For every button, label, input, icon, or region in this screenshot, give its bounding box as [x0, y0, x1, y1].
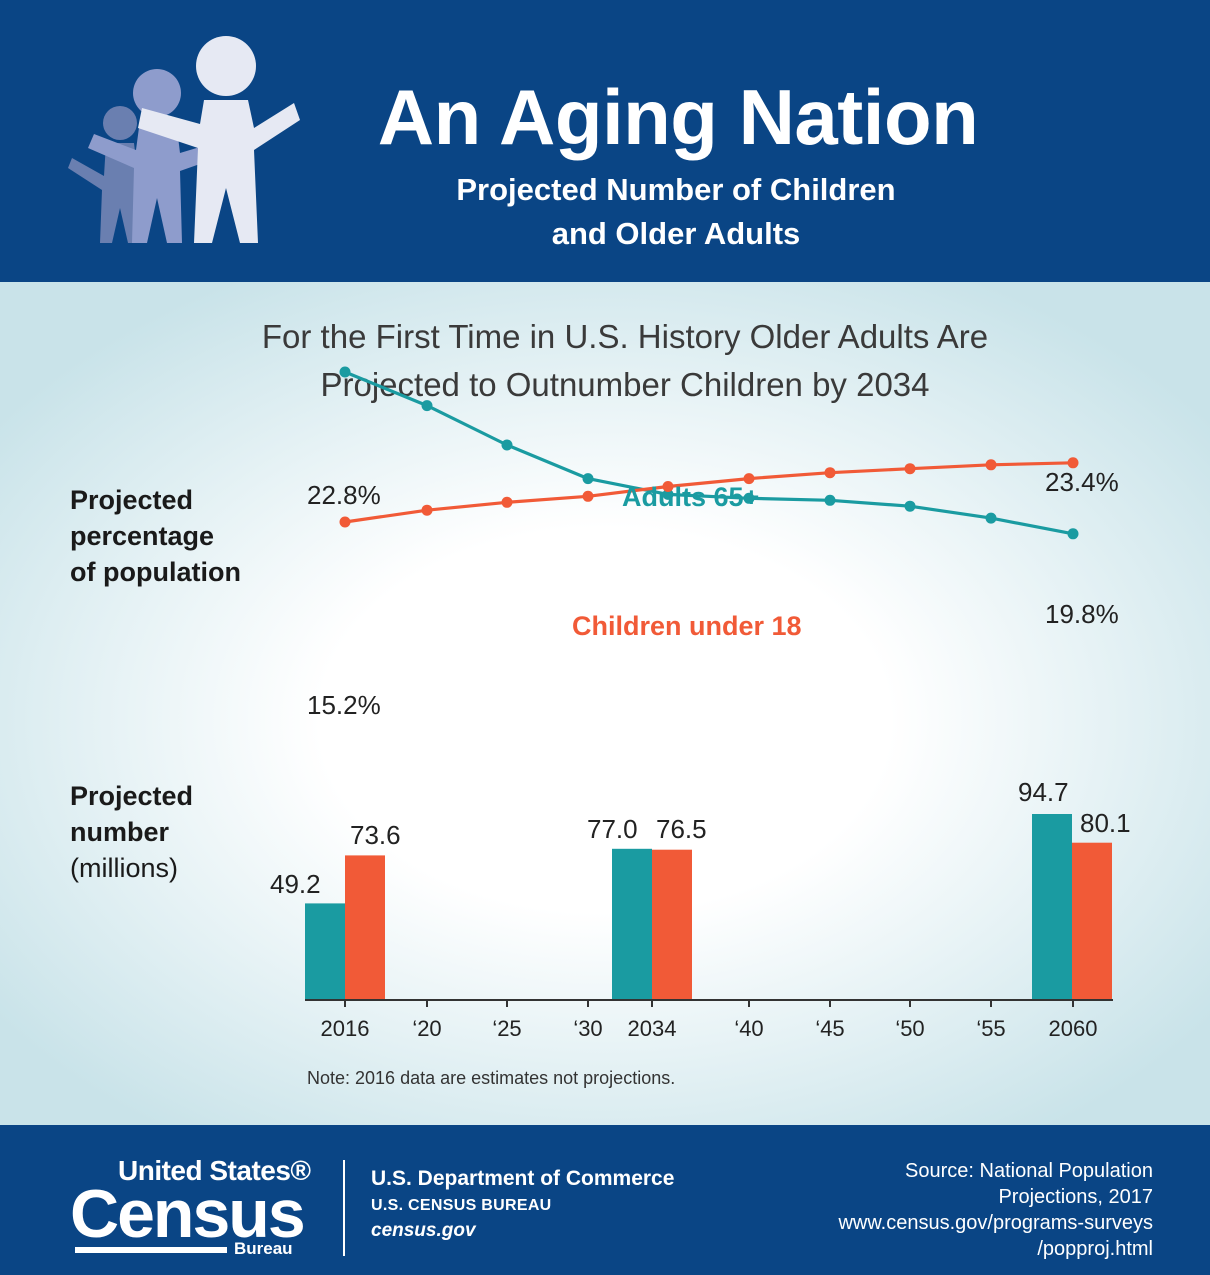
adults-bar — [305, 903, 345, 1000]
department-name: U.S. Department of Commerce — [371, 1167, 675, 1190]
person-figure-middle — [88, 69, 234, 243]
headline: For the First Time in U.S. History Older… — [80, 313, 1170, 409]
adults-bar — [1032, 814, 1072, 1000]
x-tick-label: ‘25 — [492, 1016, 521, 1041]
x-tick-label: ‘45 — [815, 1016, 844, 1041]
children-point — [501, 496, 513, 508]
x-tick-label: 2016 — [321, 1016, 370, 1041]
x-tick-label: ‘20 — [412, 1016, 441, 1041]
x-tick-label: ‘30 — [573, 1016, 602, 1041]
percentage-axis-title: Projected percentage of population — [70, 482, 241, 590]
x-tick-label: 2060 — [1049, 1016, 1098, 1041]
adults-point — [1067, 528, 1079, 540]
headline-line: For the First Time in U.S. History Older… — [261, 318, 989, 355]
adults-line — [344, 370, 1074, 536]
adults-bar — [612, 848, 652, 1000]
adults-point — [339, 366, 351, 378]
children-series-label: Children under 18 — [572, 611, 802, 641]
source-link[interactable]: www.census.gov/programs-surveys — [838, 1212, 1153, 1234]
census-logo-top: United States® — [118, 1155, 311, 1186]
children-bar — [1072, 842, 1112, 1000]
person-figure-front — [138, 36, 300, 243]
children-bar — [345, 855, 385, 1000]
source-line: Source: National Population — [905, 1160, 1153, 1182]
main-title: An Aging Nation — [377, 73, 979, 161]
x-tick-label: ‘40 — [734, 1016, 763, 1041]
children-point — [743, 473, 755, 485]
census-logo-bottom: Bureau — [234, 1239, 293, 1258]
x-tick-label: ‘50 — [895, 1016, 924, 1041]
source-citation: Source: National Population Projections,… — [733, 1158, 1153, 1262]
source-link[interactable]: /popproj.html — [1037, 1238, 1153, 1260]
axis-title-line: of population — [70, 557, 241, 587]
subtitle-line: and Older Adults — [551, 216, 801, 251]
axis-title-line: Projected — [70, 485, 194, 515]
adults-point — [501, 439, 513, 451]
bureau-name: U.S. CENSUS BUREAU — [371, 1197, 552, 1214]
adults-point — [743, 492, 755, 504]
children-point — [1067, 457, 1079, 469]
census-site-link[interactable]: census.gov — [371, 1220, 476, 1241]
children-bar — [652, 849, 692, 1000]
footnote: Note: 2016 data are estimates not projec… — [307, 1068, 676, 1088]
axis-title-line: percentage — [70, 521, 215, 551]
axis-title-line: number — [70, 817, 170, 847]
adults-point — [904, 500, 916, 512]
x-tick-label: 2034 — [628, 1016, 677, 1041]
source-line: Projections, 2017 — [998, 1186, 1153, 1208]
subtitle-line: Projected Number of Children — [456, 172, 896, 207]
children-bar-label: 80.1 — [1080, 808, 1131, 838]
census-logo[interactable]: Census — [70, 1176, 306, 1252]
children-point — [662, 481, 674, 492]
adults-bar-label: 77.0 — [587, 814, 638, 844]
axis-title-line: (millions) — [70, 853, 178, 883]
adults-series-label: Adults 65+ — [622, 482, 759, 512]
children-point — [582, 490, 594, 502]
adults-point — [824, 494, 836, 506]
children-point — [904, 463, 916, 475]
subtitle: Projected Number of Children and Older A… — [370, 168, 982, 256]
adults-point — [421, 400, 433, 412]
adults-bar-label: 94.7 — [1018, 777, 1069, 807]
children-point — [824, 467, 836, 479]
adults-point — [662, 488, 674, 500]
people-figures-icon — [68, 36, 300, 243]
footer-divider — [343, 1160, 345, 1256]
number-axis-title: Projected number (millions) — [70, 778, 193, 886]
person-figure-back — [68, 106, 174, 243]
headline-line: Projected to Outnumber Children by 2034 — [320, 366, 930, 403]
adults-bar-label: 49.2 — [270, 869, 321, 899]
adults-point — [985, 512, 997, 524]
children-point — [339, 516, 351, 528]
children-bar-label: 73.6 — [350, 820, 401, 850]
adults-point — [582, 473, 594, 485]
children-point — [985, 459, 997, 471]
census-logo-bar — [75, 1247, 227, 1253]
children-bar-label: 76.5 — [656, 814, 707, 844]
adults-start-label: 15.2% — [307, 690, 381, 720]
adults-end-label: 23.4% — [1045, 467, 1119, 497]
children-end-label: 19.8% — [1045, 599, 1119, 629]
x-tick-label: ‘55 — [976, 1016, 1005, 1041]
chart-panel — [0, 282, 1210, 1125]
axis-title-line: Projected — [70, 781, 194, 811]
children-start-label: 22.8% — [307, 480, 381, 510]
children-point — [421, 504, 433, 516]
children-line — [344, 461, 1074, 524]
